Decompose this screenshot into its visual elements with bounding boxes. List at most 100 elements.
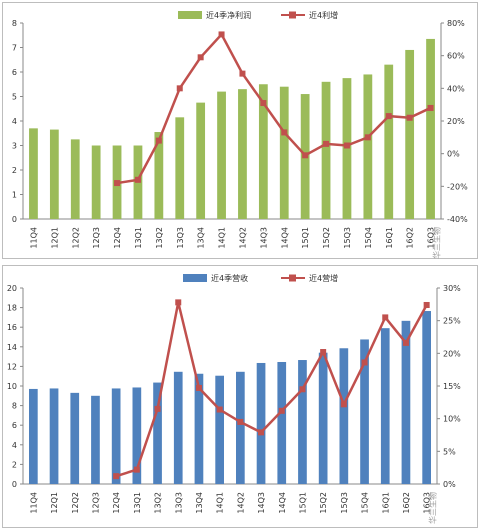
- x-tick-label: 14Q3: [259, 227, 268, 249]
- x-tick-label: 15Q1: [298, 492, 307, 514]
- x-tick-label: 15Q3: [343, 227, 352, 249]
- x-tick-label: 11Q4: [29, 492, 38, 514]
- bar: [279, 86, 289, 219]
- watermark-text: 华兰生物: [432, 227, 442, 259]
- left-tick-label: 12: [7, 362, 17, 371]
- x-tick-label: 14Q2: [238, 227, 247, 249]
- bar: [342, 78, 352, 219]
- bar: [173, 371, 183, 484]
- bar: [29, 388, 38, 484]
- growth-point: [114, 180, 121, 187]
- x-tick-label: 12Q1: [50, 227, 59, 249]
- profit-chart-panel: 近4季净利润 近4利增 0 1 2 3 4 5 6 7 8 -40% -20% 0% 20% 40% 60%…: [2, 2, 478, 259]
- growth-point: [218, 31, 225, 38]
- x-tick-label: 14Q1: [216, 492, 225, 514]
- x-tick-label: 15Q4: [364, 227, 373, 249]
- right-tick-label: 40%: [447, 84, 465, 93]
- left-tick-label: 18: [7, 304, 17, 313]
- x-tick-label: 16Q1: [381, 492, 390, 514]
- x-tick-label: 12Q4: [112, 492, 121, 514]
- left-tick-label: 6: [12, 421, 17, 430]
- growth-point: [133, 466, 140, 473]
- left-tick-label: 7: [12, 44, 17, 53]
- bar: [401, 320, 411, 484]
- x-tick-label: 15Q1: [301, 227, 310, 249]
- legend-swatch-revenue: [183, 274, 207, 282]
- bar: [194, 373, 204, 484]
- growth-point: [361, 359, 368, 366]
- growth-point: [406, 114, 413, 121]
- x-tick-label: 12Q2: [71, 227, 80, 249]
- right-tick-label: 80%: [447, 19, 465, 28]
- growth-point: [155, 137, 162, 144]
- growth-point: [299, 386, 306, 393]
- legend: 近4季营收 近4营增: [183, 273, 338, 283]
- x-tick-label: 11Q4: [29, 227, 38, 249]
- right-tick-label: -20%: [447, 182, 468, 191]
- legend-label-revenue-growth: 近4营增: [309, 273, 338, 283]
- bar: [91, 395, 100, 484]
- profit-chart: 近4季净利润 近4利增 0 1 2 3 4 5 6 7 8 -40% -20% 0% 20% 40% 60%…: [12, 10, 468, 259]
- growth-point: [281, 129, 288, 136]
- left-tick-label: 2: [12, 460, 17, 469]
- x-tick-label: 13Q3: [174, 492, 183, 514]
- bar: [360, 339, 369, 484]
- bar: [70, 392, 80, 484]
- bar: [91, 145, 101, 219]
- bar: [29, 128, 38, 219]
- left-tick-label: 10: [7, 382, 17, 391]
- growth-point: [113, 473, 120, 480]
- right-tick-label: -40%: [447, 215, 468, 224]
- growth-line: [116, 32, 432, 185]
- x-tick-label: 13Q2: [154, 492, 163, 514]
- x-tick-label: 13Q2: [155, 227, 164, 249]
- growth-point: [258, 429, 265, 436]
- x-tick-label: 12Q2: [71, 492, 80, 514]
- revenue-chart-panel: 近4季营收 近4营增 0 2 4 6 8 10 12 14 16 18 20 0% 5% 10% 15% 20…: [2, 265, 478, 528]
- growth-point: [323, 140, 330, 147]
- left-tick-label: 0: [12, 215, 17, 224]
- watermark-text: 华兰生物: [428, 492, 438, 524]
- bar: [384, 64, 394, 220]
- bar: [215, 375, 224, 484]
- x-tick-label: 16Q3: [423, 492, 432, 514]
- growth-point: [154, 405, 161, 412]
- legend-marker-revenue-growth: [289, 274, 296, 282]
- bar: [277, 361, 287, 484]
- right-tick-label: 0%: [443, 480, 456, 489]
- right-tick-label: 0%: [447, 150, 460, 159]
- left-tick-label: 5: [12, 93, 17, 102]
- bar: [49, 388, 59, 484]
- x-tick-label: 16Q1: [385, 227, 394, 249]
- bar: [426, 38, 435, 219]
- right-tick-label: 25%: [443, 317, 461, 326]
- bar: [318, 352, 328, 484]
- growth-point: [216, 406, 223, 413]
- bar: [238, 89, 247, 220]
- right-tick-label: 30%: [443, 284, 461, 293]
- growth-point: [402, 339, 409, 346]
- bar: [111, 388, 121, 484]
- legend-label-profit-growth: 近4利增: [309, 10, 338, 20]
- left-tick-label: 8: [12, 402, 17, 411]
- left-tick-label: 4: [12, 117, 17, 126]
- legend-label-revenue: 近4季营收: [211, 273, 248, 283]
- x-tick-label: 13Q1: [134, 227, 143, 249]
- x-tick-label: 13Q1: [133, 492, 142, 514]
- right-tick-label: 20%: [443, 349, 461, 358]
- bar: [422, 311, 431, 484]
- bar: [405, 49, 415, 220]
- bar: [217, 91, 226, 219]
- bar: [132, 387, 142, 484]
- bar: [321, 81, 331, 219]
- x-tick-label: 12Q4: [113, 227, 122, 249]
- x-tick-label: 14Q4: [278, 492, 287, 514]
- growth-point: [176, 85, 183, 92]
- left-tick-label: 16: [7, 323, 17, 332]
- growth-point: [197, 54, 204, 61]
- x-tick-label: 14Q1: [218, 227, 227, 249]
- x-tick-label: 12Q3: [92, 227, 101, 249]
- left-tick-label: 6: [12, 68, 17, 77]
- right-tick-label: 60%: [447, 52, 465, 61]
- legend-label-profit: 近4季净利润: [206, 10, 251, 20]
